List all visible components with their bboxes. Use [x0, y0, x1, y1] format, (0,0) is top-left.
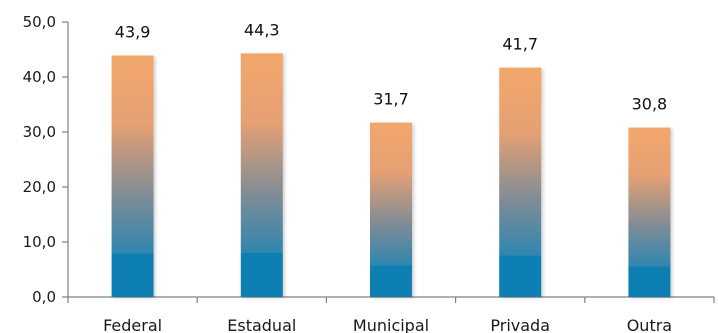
y-tick-label: 50,0: [23, 13, 56, 31]
bar-value-label: 31,7: [373, 90, 409, 109]
bar-value-label: 44,3: [244, 20, 280, 39]
y-tick-label: 0,0: [32, 288, 56, 306]
y-tick-label: 40,0: [23, 68, 56, 86]
bar-value-label: 41,7: [502, 35, 538, 54]
x-category-label: Estadual: [227, 316, 296, 333]
bars: [111, 53, 671, 298]
y-axis: 0,0 10,0 20,0 30,0 40,0 50,0: [23, 13, 69, 306]
y-tick-label: 10,0: [23, 233, 56, 251]
bar: [499, 67, 542, 298]
bar: [111, 55, 154, 297]
bar-value-label: 30,8: [632, 95, 668, 114]
bar-value-label: 43,9: [115, 23, 151, 42]
bar: [370, 122, 412, 298]
x-axis: Federal Estadual Municipal Privada Outra: [67, 296, 715, 333]
y-tick-label: 30,0: [23, 123, 56, 141]
y-tick-label: 20,0: [23, 178, 56, 196]
bar: [628, 127, 671, 297]
x-category-label: Federal: [103, 316, 162, 333]
data-labels: 43,9 44,3 31,7 41,7 30,8: [115, 20, 667, 113]
x-category-label: Privada: [490, 316, 550, 333]
bar: [240, 53, 283, 297]
x-category-label: Municipal: [353, 316, 429, 333]
x-category-label: Outra: [627, 316, 672, 333]
